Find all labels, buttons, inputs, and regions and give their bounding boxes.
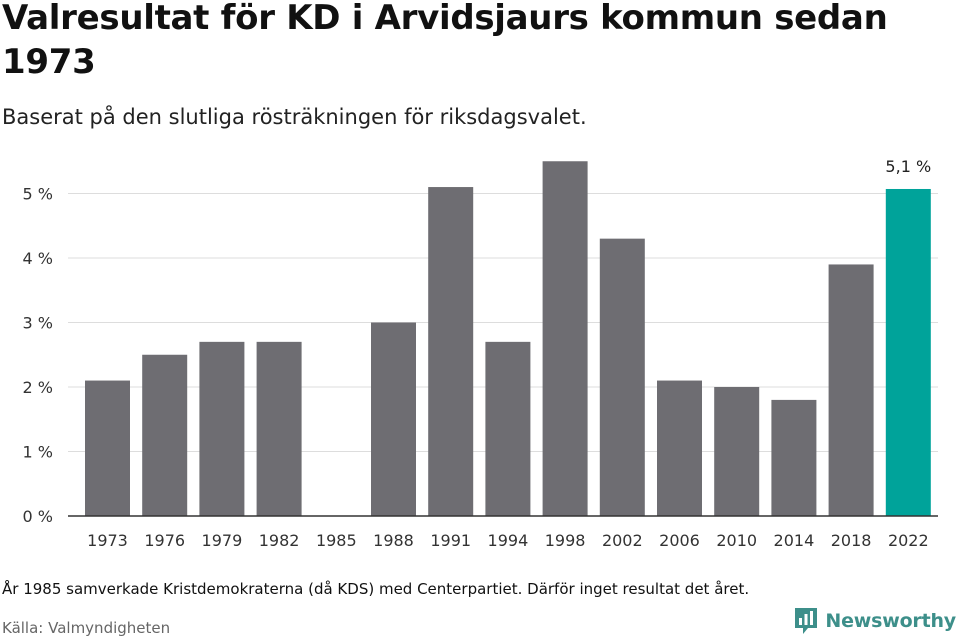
bar-1994 [485, 341, 531, 516]
x-tick-label: 1976 [144, 531, 185, 550]
bar-1976 [142, 354, 188, 516]
x-tick-label: 1982 [259, 531, 300, 550]
x-tick-label: 2014 [774, 531, 815, 550]
chart-source: Källa: Valmyndigheten [2, 619, 171, 637]
x-tick-label: 2022 [888, 531, 929, 550]
x-tick-label: 1973 [87, 531, 128, 550]
y-tick-label: 2 % [23, 378, 53, 397]
x-tick-label: 1998 [545, 531, 586, 550]
bar-2018 [828, 264, 874, 516]
bar-2022 [885, 188, 931, 517]
x-tick-label: 1988 [373, 531, 414, 550]
bar-2002 [599, 238, 645, 516]
brand-name: Newsworthy [825, 610, 956, 632]
chart-title: Valresultat för KD i Arvidsjaurs kommun … [2, 0, 888, 82]
newsworthy-logo-icon [795, 608, 818, 634]
y-tick-label: 0 % [23, 507, 53, 526]
data-label-2022: 5,1 % [885, 157, 931, 176]
x-tick-label: 1991 [430, 531, 471, 550]
x-tick-label: 1979 [202, 531, 243, 550]
bar-1979 [199, 341, 245, 516]
bar-1988 [371, 322, 416, 516]
bar-1982 [256, 341, 302, 516]
y-tick-label: 4 % [23, 249, 53, 268]
bar-chart: 0 %1 %2 %3 %4 %5 % 1973 1976 1979 1982 1985 1… [23, 157, 938, 550]
bar-1991 [428, 187, 474, 517]
y-tick-label: 5 % [23, 185, 53, 204]
x-axis-ticks: 1973 1976 1979 1982 1985 1988 1991 1994 1998 2002… [87, 531, 929, 550]
bar-2006 [657, 380, 702, 516]
bar-2010 [714, 387, 760, 516]
bars [85, 161, 931, 517]
chart-footnote: År 1985 samverkade Kristdemokraterna (då… [2, 580, 750, 598]
y-tick-label: 3 % [23, 314, 53, 333]
x-tick-label: 2006 [659, 531, 700, 550]
chart-subtitle: Baserat på den slutliga rösträkningen fö… [2, 105, 587, 129]
x-tick-label: 2010 [716, 531, 757, 550]
y-axis-ticks: 0 % 1 % 2 % 3 % 4 % 5 % [23, 185, 53, 527]
y-tick-label: 1 % [23, 443, 53, 462]
brand-logo: Newsworthy [793, 606, 956, 636]
data-labels: 5,1 % [885, 157, 931, 176]
x-tick-label: 1994 [488, 531, 529, 550]
x-tick-label: 2002 [602, 531, 643, 550]
x-tick-label: 1985 [316, 531, 357, 550]
x-tick-label: 2018 [831, 531, 872, 550]
bar-1973 [85, 380, 130, 516]
bar-2014 [771, 399, 817, 516]
bar-1998 [542, 161, 588, 516]
